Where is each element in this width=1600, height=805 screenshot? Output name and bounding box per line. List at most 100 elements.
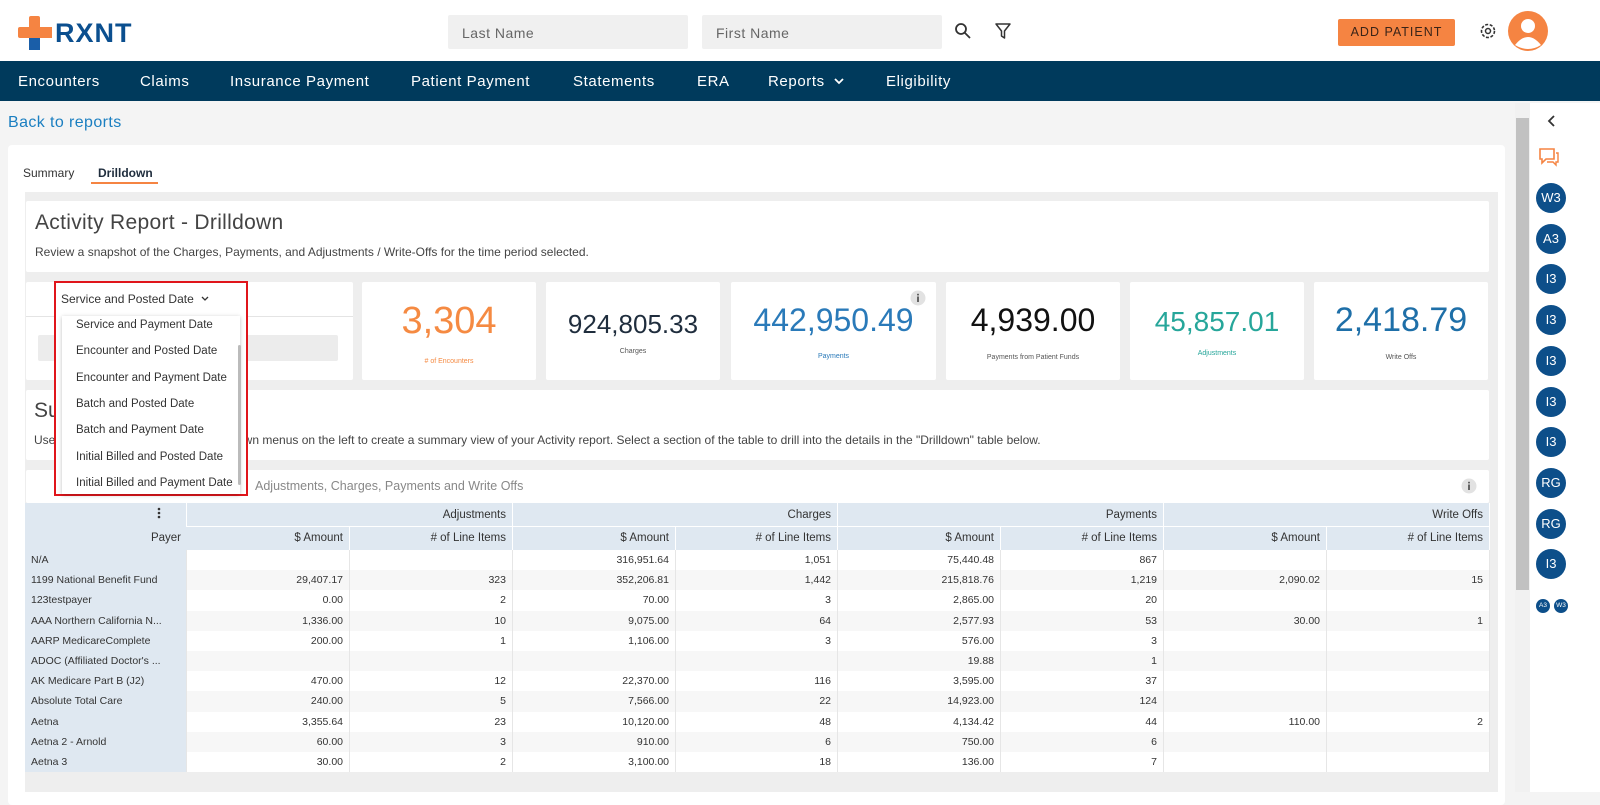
assistant-avatar[interactable]: I3 (1536, 386, 1566, 417)
data-cell[interactable] (350, 651, 513, 672)
data-cell[interactable]: 1,051 (676, 550, 838, 571)
data-cell[interactable] (1327, 691, 1490, 712)
data-cell[interactable]: 15 (1327, 570, 1490, 591)
data-cell[interactable]: 0.00 (187, 590, 350, 611)
dropdown-option[interactable]: Encounter and Payment Date (76, 371, 227, 384)
data-cell[interactable] (1164, 671, 1327, 692)
data-cell[interactable]: 30.00 (187, 752, 350, 773)
data-cell[interactable]: 3 (676, 590, 838, 611)
collapse-icon[interactable] (1546, 114, 1558, 128)
settings-icon[interactable] (1478, 21, 1498, 41)
payer-cell[interactable]: Aetna 3 (25, 752, 187, 773)
assistant-avatar[interactable]: RG (1536, 467, 1566, 498)
assistant-avatar[interactable]: I3 (1536, 264, 1566, 295)
data-cell[interactable]: 53 (1001, 610, 1164, 631)
data-cell[interactable] (1327, 550, 1490, 571)
nav-item[interactable]: Insurance Payment (230, 73, 370, 90)
data-cell[interactable]: 14,923.00 (838, 691, 1001, 712)
data-cell[interactable]: 29,407.17 (187, 570, 350, 591)
search-icon[interactable] (954, 22, 972, 40)
data-cell[interactable]: 240.00 (187, 691, 350, 712)
data-cell[interactable]: 48 (676, 711, 838, 732)
data-cell[interactable] (1327, 590, 1490, 611)
data-cell[interactable]: 2,577.93 (838, 610, 1001, 631)
dropdown-option[interactable]: Batch and Payment Date (76, 424, 204, 437)
data-cell[interactable] (187, 651, 350, 672)
data-cell[interactable]: 3,355.64 (187, 711, 350, 732)
data-cell[interactable]: 70.00 (513, 590, 676, 611)
payer-cell[interactable]: AK Medicare Part B (J2) (25, 671, 187, 692)
data-cell[interactable]: 6 (1001, 731, 1164, 752)
data-cell[interactable]: 7 (1001, 752, 1164, 773)
data-cell[interactable]: 124 (1001, 691, 1164, 712)
data-cell[interactable]: 9,075.00 (513, 610, 676, 631)
nav-item[interactable]: Patient Payment (411, 73, 531, 90)
data-cell[interactable]: 4,134.42 (838, 711, 1001, 732)
dropdown-option[interactable]: Initial Billed and Payment Date (76, 476, 233, 489)
chat-icon[interactable] (1538, 147, 1560, 167)
data-cell[interactable]: 2 (1327, 711, 1490, 732)
data-cell[interactable] (187, 550, 350, 571)
assistant-avatar[interactable]: I3 (1536, 427, 1566, 458)
data-cell[interactable]: 576.00 (838, 630, 1001, 651)
data-cell[interactable] (1164, 752, 1327, 773)
user-avatar[interactable] (1508, 11, 1548, 51)
data-cell[interactable]: 22 (676, 691, 838, 712)
dropdown-selected[interactable]: Service and Posted Date (61, 292, 210, 306)
data-cell[interactable] (1164, 590, 1327, 611)
data-cell[interactable] (1327, 731, 1490, 752)
data-cell[interactable]: 867 (1001, 550, 1164, 571)
tab[interactable]: Drilldown (98, 166, 153, 180)
search-first-name[interactable]: First Name (702, 15, 942, 49)
data-cell[interactable]: 30.00 (1164, 610, 1327, 631)
scrollbar-thumb[interactable] (1516, 118, 1529, 590)
pivot-measures[interactable]: Adjustments, Charges, Payments and Write… (255, 479, 524, 493)
data-cell[interactable]: 7,566.00 (513, 691, 676, 712)
data-cell[interactable] (1327, 651, 1490, 672)
data-cell[interactable]: 1,442 (676, 570, 838, 591)
dropdown-option[interactable]: Batch and Posted Date (76, 397, 195, 410)
data-cell[interactable]: 1,336.00 (187, 610, 350, 631)
data-cell[interactable]: 19.88 (838, 651, 1001, 672)
data-cell[interactable]: 116 (676, 671, 838, 692)
data-cell[interactable]: 22,370.00 (513, 671, 676, 692)
data-cell[interactable] (1327, 752, 1490, 773)
data-cell[interactable]: 1 (1327, 610, 1490, 631)
data-cell[interactable]: 12 (350, 671, 513, 692)
payer-cell[interactable]: Absolute Total Care (25, 691, 187, 712)
menu-icon[interactable] (156, 506, 162, 523)
info-icon[interactable] (910, 290, 926, 306)
data-cell[interactable]: 316,951.64 (513, 550, 676, 571)
assistant-avatar-small[interactable]: W3 (1554, 599, 1568, 613)
nav-item[interactable]: Encounters (18, 73, 100, 90)
dropdown-option[interactable]: Initial Billed and Posted Date (76, 450, 224, 463)
payer-cell[interactable]: ADOC (Affiliated Doctor's ... (25, 651, 187, 672)
data-cell[interactable]: 1,106.00 (513, 630, 676, 651)
data-cell[interactable] (1327, 630, 1490, 651)
assistant-avatar-small[interactable]: A3 (1536, 599, 1550, 613)
payer-cell[interactable]: Aetna 2 - Arnold (25, 731, 187, 752)
data-cell[interactable] (1164, 550, 1327, 571)
data-cell[interactable]: 44 (1001, 711, 1164, 732)
data-cell[interactable]: 200.00 (187, 630, 350, 651)
payer-cell[interactable]: AAA Northern California N... (25, 610, 187, 631)
data-cell[interactable] (1164, 691, 1327, 712)
back-link[interactable]: Back to reports (8, 114, 122, 131)
data-cell[interactable]: 2,865.00 (838, 590, 1001, 611)
payer-cell[interactable]: Aetna (25, 711, 187, 732)
data-cell[interactable]: 3 (1001, 630, 1164, 651)
data-cell[interactable]: 2 (350, 752, 513, 773)
data-cell[interactable]: 2 (350, 590, 513, 611)
info-icon[interactable] (1461, 478, 1477, 494)
data-cell[interactable] (350, 550, 513, 571)
data-cell[interactable]: 6 (676, 731, 838, 752)
search-last-name[interactable]: Last Name (448, 15, 688, 49)
data-cell[interactable]: 75,440.48 (838, 550, 1001, 571)
data-cell[interactable]: 37 (1001, 671, 1164, 692)
payer-cell[interactable]: N/A (25, 550, 187, 571)
payer-cell[interactable]: 1199 National Benefit Fund (25, 570, 187, 591)
assistant-avatar[interactable]: I3 (1536, 549, 1566, 580)
nav-item[interactable]: Reports (768, 73, 845, 90)
data-cell[interactable]: 10,120.00 (513, 711, 676, 732)
nav-item[interactable]: Statements (573, 73, 655, 90)
